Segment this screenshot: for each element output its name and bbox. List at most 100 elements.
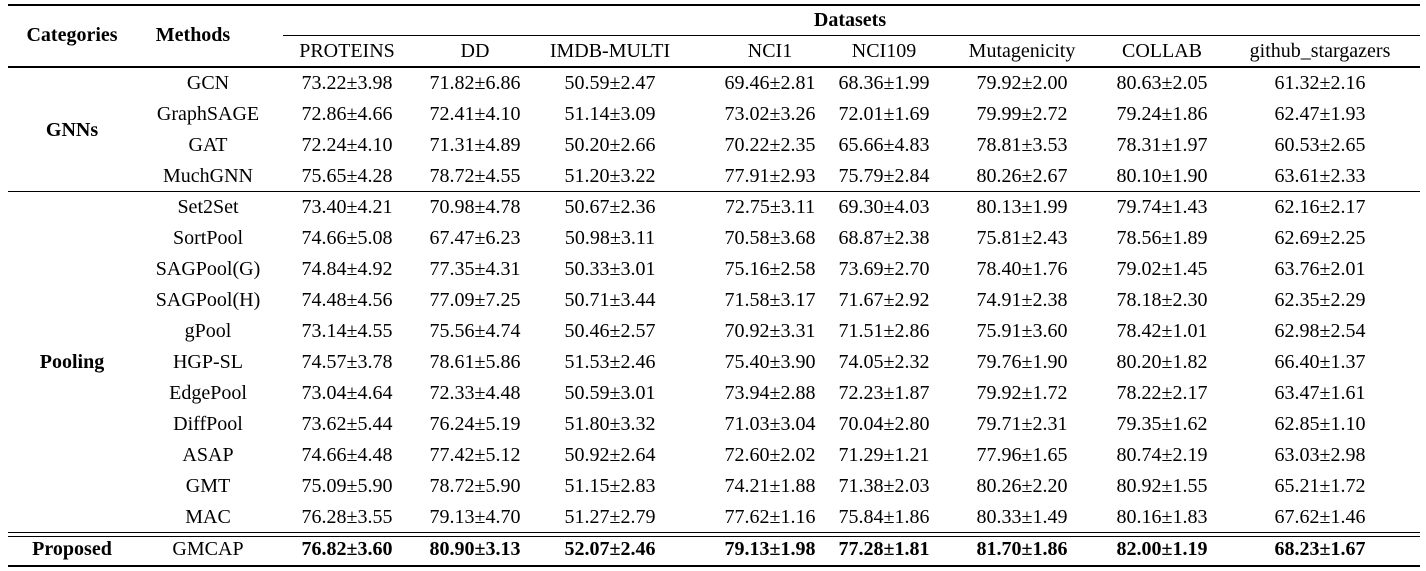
cell-value: 78.72±5.90 xyxy=(429,475,521,497)
cell-value: 71.82±6.86 xyxy=(429,72,521,94)
cell-value: 75.16±2.58 xyxy=(724,258,816,280)
cell-value: 51.14±3.09 xyxy=(564,103,656,125)
cell-value: 75.65±4.28 xyxy=(301,165,393,187)
cell-value: 68.23±1.67 xyxy=(1274,538,1366,560)
category-label: Proposed xyxy=(32,538,112,560)
method-name: HGP-SL xyxy=(172,351,244,373)
cell-value: 80.16±1.83 xyxy=(1116,506,1208,528)
cell-value: 79.92±2.00 xyxy=(976,72,1068,94)
cell-value: 79.71±2.31 xyxy=(976,413,1068,435)
rule xyxy=(8,532,1420,533)
cell-value: 81.70±1.86 xyxy=(976,538,1068,560)
column-header: PROTEINS xyxy=(299,40,395,62)
cell-value: 71.03±3.04 xyxy=(724,413,816,435)
header-datasets: Datasets xyxy=(813,9,887,31)
cell-value: 69.30±4.03 xyxy=(838,196,930,218)
cell-value: 67.47±6.23 xyxy=(429,227,521,249)
cell-value: 78.31±1.97 xyxy=(1116,134,1208,156)
header-methods: Methods xyxy=(155,24,231,46)
cell-value: 50.98±3.11 xyxy=(564,227,656,249)
cell-value: 77.09±7.25 xyxy=(429,289,521,311)
cell-value: 78.61±5.86 xyxy=(429,351,521,373)
cell-value: 71.38±2.03 xyxy=(838,475,930,497)
cell-value: 71.29±1.21 xyxy=(838,444,930,466)
cell-value: 65.21±1.72 xyxy=(1274,475,1366,497)
column-header: NCI1 xyxy=(747,40,793,62)
cell-value: 75.79±2.84 xyxy=(838,165,930,187)
cell-value: 61.32±2.16 xyxy=(1274,72,1366,94)
method-name: ASAP xyxy=(182,444,234,466)
cell-value: 51.80±3.32 xyxy=(564,413,656,435)
cell-value: 51.53±2.46 xyxy=(564,351,656,373)
cell-value: 79.13±4.70 xyxy=(429,506,521,528)
category-label: GNNs xyxy=(45,118,99,141)
cell-value: 79.92±1.72 xyxy=(976,382,1068,404)
cell-value: 75.81±2.43 xyxy=(976,227,1068,249)
cell-value: 78.42±1.01 xyxy=(1116,320,1208,342)
cell-value: 80.74±2.19 xyxy=(1116,444,1208,466)
cell-value: 80.26±2.20 xyxy=(976,475,1068,497)
rule xyxy=(8,565,1420,567)
cell-value: 73.04±4.64 xyxy=(301,382,393,404)
cell-value: 72.01±1.69 xyxy=(838,103,930,125)
cell-value: 74.84±4.92 xyxy=(301,258,393,280)
method-name: GAT xyxy=(188,134,228,156)
cell-value: 73.14±4.55 xyxy=(301,320,393,342)
cell-value: 73.40±4.21 xyxy=(301,196,393,218)
cell-value: 74.57±3.78 xyxy=(301,351,393,373)
cell-value: 76.24±5.19 xyxy=(429,413,521,435)
cell-value: 77.96±1.65 xyxy=(976,444,1068,466)
column-header: NCI109 xyxy=(851,40,917,62)
column-header: github_stargazers xyxy=(1249,40,1391,62)
cell-value: 79.24±1.86 xyxy=(1116,103,1208,125)
cell-value: 77.42±5.12 xyxy=(429,444,521,466)
cell-value: 75.91±3.60 xyxy=(976,320,1068,342)
cell-value: 78.22±2.17 xyxy=(1116,382,1208,404)
cell-value: 71.58±3.17 xyxy=(724,289,816,311)
column-header: DD xyxy=(460,40,490,62)
cell-value: 74.21±1.88 xyxy=(724,475,816,497)
method-name: SortPool xyxy=(172,227,244,249)
method-name: SAGPool(H) xyxy=(155,289,261,311)
cell-value: 50.46±2.57 xyxy=(564,320,656,342)
cell-value: 74.05±2.32 xyxy=(838,351,930,373)
cell-value: 79.35±1.62 xyxy=(1116,413,1208,435)
cell-value: 70.04±2.80 xyxy=(838,413,930,435)
cell-value: 79.13±1.98 xyxy=(724,538,816,560)
cell-value: 65.66±4.83 xyxy=(838,134,930,156)
cell-value: 76.82±3.60 xyxy=(301,538,393,560)
cell-value: 72.41±4.10 xyxy=(429,103,521,125)
cell-value: 71.67±2.92 xyxy=(838,289,930,311)
cell-value: 51.27±2.79 xyxy=(564,506,656,528)
cell-value: 73.69±2.70 xyxy=(838,258,930,280)
category-label: Pooling xyxy=(39,351,105,373)
column-header: Mutagenicity xyxy=(968,40,1076,62)
rule xyxy=(283,35,1420,36)
cell-value: 60.53±2.65 xyxy=(1274,134,1366,156)
cell-value: 62.16±2.17 xyxy=(1274,196,1366,218)
rule xyxy=(8,4,1420,6)
cell-value: 50.33±3.01 xyxy=(564,258,656,280)
method-name: MAC xyxy=(185,506,231,528)
cell-value: 75.84±1.86 xyxy=(838,506,930,528)
cell-value: 70.22±2.35 xyxy=(724,134,816,156)
cell-value: 78.72±4.55 xyxy=(429,165,521,187)
cell-value: 69.46±2.81 xyxy=(724,72,816,94)
method-name: SAGPool(G) xyxy=(155,258,261,280)
method-name: gPool xyxy=(184,320,232,342)
cell-value: 72.86±4.66 xyxy=(301,103,393,125)
cell-value: 80.26±2.67 xyxy=(976,165,1068,187)
cell-value: 52.07±2.46 xyxy=(564,538,656,560)
cell-value: 75.09±5.90 xyxy=(301,475,393,497)
cell-value: 82.00±1.19 xyxy=(1116,538,1208,560)
cell-value: 74.91±2.38 xyxy=(976,289,1068,311)
cell-value: 62.35±2.29 xyxy=(1274,289,1366,311)
cell-value: 73.62±5.44 xyxy=(301,413,393,435)
cell-value: 80.20±1.82 xyxy=(1116,351,1208,373)
cell-value: 79.02±1.45 xyxy=(1116,258,1208,280)
header-categories: Categories xyxy=(26,24,118,46)
cell-value: 50.20±2.66 xyxy=(564,134,656,156)
cell-value: 72.33±4.48 xyxy=(429,382,521,404)
cell-value: 50.92±2.64 xyxy=(564,444,656,466)
